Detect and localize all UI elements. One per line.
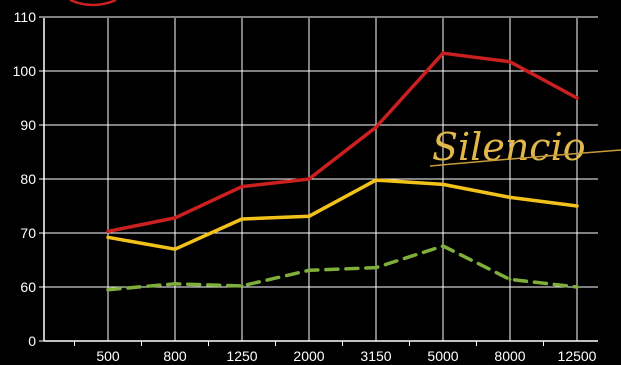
x-tick-label: 5000 <box>427 348 458 364</box>
y-tick-label: 0 <box>28 333 36 349</box>
data-point-series-3 <box>374 266 378 270</box>
data-point-series-1 <box>106 229 110 233</box>
series-line-2 <box>106 178 579 251</box>
y-tick-label: 70 <box>20 225 36 241</box>
series-line-1 <box>106 51 579 234</box>
data-point-series-3 <box>508 277 512 281</box>
data-point-series-2 <box>240 217 244 221</box>
y-tick-label: 90 <box>20 117 36 133</box>
data-point-series-1 <box>575 96 579 100</box>
y-axis-labels: 0 60 70 80 90 100 110 <box>13 9 37 349</box>
data-point-series-2 <box>374 178 378 182</box>
x-tick-label: 1250 <box>226 348 257 364</box>
data-point-series-1 <box>374 125 378 129</box>
x-tick-label: 500 <box>96 348 120 364</box>
logo-swoosh <box>429 149 621 167</box>
data-point-series-3 <box>441 244 445 248</box>
y-tick-label: 110 <box>14 9 37 25</box>
data-point-series-3 <box>575 285 579 289</box>
emblem-icon <box>69 0 117 7</box>
data-point-series-1 <box>240 185 244 189</box>
data-point-series-2 <box>575 204 579 208</box>
data-point-series-2 <box>307 214 311 218</box>
data-point-series-2 <box>173 247 177 251</box>
y-tick-label: 60 <box>20 279 36 295</box>
data-point-series-3 <box>307 268 311 272</box>
data-point-series-3 <box>106 288 110 292</box>
series-lines <box>106 51 579 292</box>
data-point-series-3 <box>240 284 244 288</box>
data-point-series-2 <box>441 182 445 186</box>
y-tick-label: 80 <box>20 171 36 187</box>
silencio-logo: Silencio <box>429 125 621 169</box>
y-tick-label: 100 <box>13 63 37 79</box>
silencio-logo-text: Silencio <box>432 125 586 169</box>
data-point-series-1 <box>173 216 177 220</box>
x-tick-label: 2000 <box>293 348 324 364</box>
x-tick-label: 12500 <box>558 348 597 364</box>
axes <box>39 16 598 346</box>
data-point-series-1 <box>441 51 445 55</box>
data-point-series-1 <box>508 60 512 64</box>
x-axis-labels: 500 800 1250 2000 3150 5000 8000 12500 <box>96 348 596 364</box>
data-point-series-1 <box>307 177 311 181</box>
x-tick-label: 8000 <box>494 348 525 364</box>
data-point-series-2 <box>106 235 110 239</box>
data-point-series-3 <box>173 282 177 286</box>
x-tick-label: 800 <box>163 348 187 364</box>
series-line-3 <box>106 244 579 292</box>
data-point-series-2 <box>508 195 512 199</box>
x-tick-label: 3150 <box>360 348 391 364</box>
